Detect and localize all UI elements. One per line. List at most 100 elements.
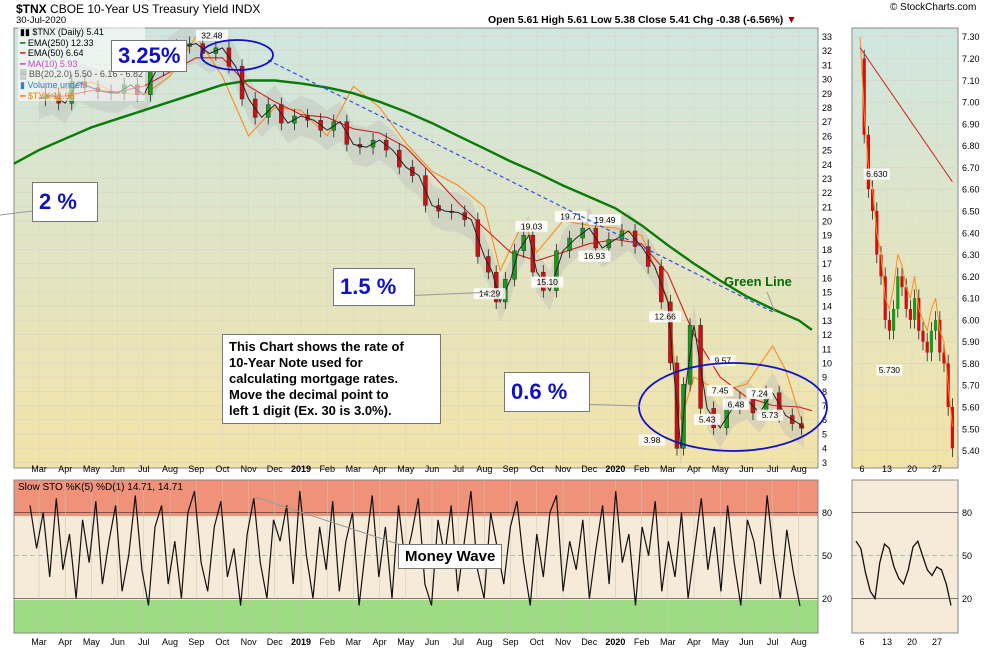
value-label-text: 12.66: [655, 312, 677, 322]
value-label: 7.24: [746, 388, 773, 400]
detail-candle: [938, 319, 942, 353]
annotation-2-percent: 2 %: [32, 182, 98, 222]
y-tick-label: 29: [822, 89, 832, 99]
y-tick-label: 31: [822, 60, 832, 70]
detail-y-tick-label: 6.40: [962, 228, 980, 238]
value-label: 19.71: [554, 211, 587, 223]
value-label-bg: [649, 311, 682, 323]
x-tick-label: Sep: [503, 464, 519, 474]
y-tick-label: 22: [822, 188, 832, 198]
sto-x-tick-label: Mar: [31, 637, 47, 647]
sto-x-tick-label: Mar: [660, 637, 676, 647]
y-tick-label: 15: [822, 288, 832, 298]
series-ema250: [14, 79, 813, 331]
detail-y-tick-label: 5.90: [962, 337, 980, 347]
detail-ema50: [859, 47, 953, 183]
highlight-ellipse-bottom: [638, 362, 828, 452]
detail-y-tick-label: 5.80: [962, 359, 980, 369]
detail-y-tick-label: 5.60: [962, 403, 980, 413]
detail-y-tick-label: 7.00: [962, 98, 980, 108]
detail-candle: [908, 308, 912, 320]
sto-x-tick-label: Sep: [188, 637, 204, 647]
sto-x-tick-label: Jul: [138, 637, 150, 647]
value-label-bg: [473, 288, 506, 300]
y-tick-label: 19: [822, 231, 832, 241]
detail-candle: [887, 319, 891, 331]
sto-x-tick-label: May: [397, 637, 415, 647]
sto-detail-y-tick-label: 20: [962, 594, 972, 604]
legend-main: ▮▮ $TNX (Daily) 5.41: [20, 27, 104, 37]
pointer-green-line: [766, 291, 776, 313]
value-label-bg: [578, 250, 611, 262]
x-tick-label: May: [712, 464, 730, 474]
detail-y-tick-label: 5.70: [962, 381, 980, 391]
x-tick-label: Aug: [791, 464, 807, 474]
detail-candle: [892, 308, 896, 331]
value-label-text: 15.10: [537, 277, 559, 287]
value-label-text: 16.93: [584, 251, 606, 261]
value-label-text: 7.45: [712, 386, 729, 396]
y-tick-label: 11: [822, 344, 831, 354]
x-tick-label: Oct: [530, 464, 545, 474]
detail-candle: [862, 58, 866, 135]
sto-y-tick-label: 80: [822, 508, 832, 518]
x-tick-label: Apr: [58, 464, 72, 474]
detail-y-tick-label: 6.90: [962, 119, 980, 129]
source-credit: © StockCharts.com: [890, 2, 977, 13]
x-tick-label: Mar: [31, 464, 47, 474]
x-tick-label: Nov: [555, 464, 572, 474]
detail-y-tick-label: 7.10: [962, 76, 980, 86]
y-tick-label: 33: [822, 32, 832, 42]
y-tick-label: 30: [822, 75, 832, 85]
y-tick-label: 14: [822, 302, 832, 312]
series-ema50: [38, 57, 813, 412]
sto-x-tick-label: Jun: [425, 637, 440, 647]
detail-panel: [851, 27, 959, 469]
y-tick-label: 16: [822, 273, 832, 283]
y-tick-label: 26: [822, 131, 832, 141]
value-label: 19.03: [515, 220, 548, 232]
detail-y-tick-label: 7.30: [962, 32, 980, 42]
y-tick-label: 6: [822, 415, 827, 425]
legend-ema250: ━ EMA(250) 12.33: [20, 37, 94, 48]
detail-y-tick-label: 6.30: [962, 250, 980, 260]
y-tick-label: 12: [822, 330, 832, 340]
annotation-0-6-percent: 0.6 %: [504, 372, 590, 412]
x-tick-label: Apr: [373, 464, 387, 474]
annotation-3-25-percent: 3.25%: [111, 40, 188, 72]
y-tick-label: 7: [822, 401, 827, 411]
detail-y-tick-label: 6.60: [962, 185, 980, 195]
value-label-bg: [554, 211, 587, 223]
detail-x-tick-label: 20: [907, 464, 917, 474]
value-label-text: 32.48: [201, 30, 223, 40]
y-tick-label: 27: [822, 117, 832, 127]
x-tick-label: Feb: [319, 464, 335, 474]
y-tick-label: 23: [822, 174, 832, 184]
y-tick-label: 21: [822, 202, 832, 212]
sto-x-tick-label: Oct: [530, 637, 545, 647]
explanation-note: This Chart shows the rate of 10-Year Not…: [222, 334, 441, 424]
detail-value-label-bg: [863, 168, 890, 180]
sto-detail-panel: [851, 479, 959, 634]
value-label-bg: [722, 398, 750, 410]
value-label-bg: [638, 434, 666, 446]
x-tick-label: Jul: [452, 464, 464, 474]
sto-x-tick-label: Sep: [503, 637, 519, 647]
value-label-text: 19.03: [521, 221, 543, 231]
detail-x-tick-label: 6: [859, 464, 864, 474]
legend-ma10: ━ MA(10) 5.93: [20, 58, 78, 69]
pointer-2-percent: [0, 210, 33, 216]
sto-x-tick-label: May: [83, 637, 101, 647]
symbol-name: CBOE 10-Year US Treasury Yield: [50, 2, 229, 16]
sto-x-tick-label: Feb: [319, 637, 335, 647]
x-tick-label: Jun: [425, 464, 440, 474]
highlight-ellipse-top: [200, 39, 274, 71]
detail-candle: [921, 330, 925, 342]
x-tick-label: Jul: [767, 464, 779, 474]
detail-candle: [950, 407, 954, 449]
value-label: 19.49: [588, 214, 621, 226]
y-tick-label: 3: [822, 458, 827, 468]
x-tick-label: May: [397, 464, 415, 474]
detail-y-tick-label: 5.40: [962, 446, 980, 456]
sto-detail-x-tick-label: 6: [859, 637, 864, 647]
